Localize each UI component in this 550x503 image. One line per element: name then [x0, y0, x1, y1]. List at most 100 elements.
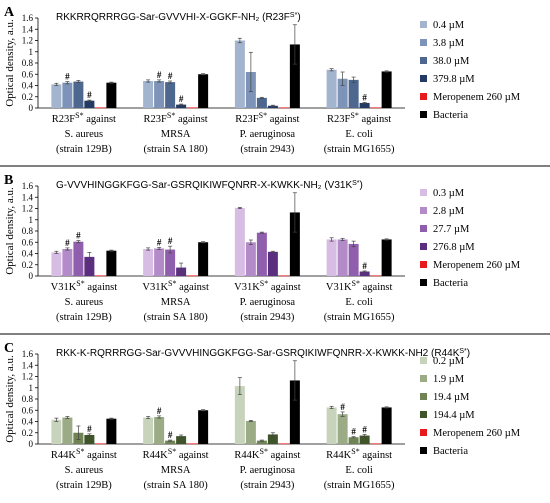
bar	[359, 435, 370, 444]
bar	[106, 418, 117, 444]
y-tick-label: 1.2	[22, 204, 33, 214]
bar	[62, 82, 73, 108]
y-axis-label: Optical density, a.u.	[4, 19, 16, 107]
legend-label: 3.8 µM	[433, 38, 465, 49]
category-label: S. aureus	[65, 297, 104, 308]
bar	[359, 271, 370, 276]
bar	[381, 407, 392, 444]
legend-label: 276.8 µM	[433, 242, 475, 253]
superscript: S*	[350, 111, 358, 120]
category-label: (strain MG1655)	[324, 480, 395, 491]
legend-label: 0.2 µM	[433, 356, 465, 367]
significance-marker: #	[362, 92, 367, 102]
legend-swatch	[420, 207, 427, 214]
legend-label: Meropenem 260 µM	[433, 428, 521, 439]
y-axis-label: Optical density, a.u.	[4, 355, 16, 443]
legend-swatch	[420, 411, 427, 418]
y-tick-label: 0.8	[22, 226, 34, 236]
bar	[143, 249, 154, 276]
category-label: P. aeruginosa	[240, 129, 296, 140]
significance-marker: #	[76, 231, 81, 241]
category-label: (strain MG1655)	[324, 144, 395, 155]
significance-marker: #	[168, 430, 173, 440]
category-label: R44KS* against	[234, 447, 300, 462]
bar	[51, 252, 62, 276]
category-label: R23FS* against	[327, 111, 391, 126]
bar	[165, 440, 176, 444]
bar	[176, 104, 187, 108]
bar	[84, 100, 95, 108]
chart-title: RKKRRQRRRGG-Sar-GVVVHI-X-GGKF-NH₂ (R23FS…	[56, 12, 301, 24]
significance-marker: #	[157, 237, 162, 247]
bar	[187, 275, 198, 277]
bar	[51, 419, 62, 444]
bar	[245, 242, 256, 276]
superscript: S*	[260, 447, 268, 456]
y-tick-label: 1	[29, 383, 34, 393]
category-label: MRSA	[161, 297, 191, 308]
y-tick-label: 0.2	[22, 428, 33, 438]
y-tick-label: 1.4	[22, 24, 34, 34]
superscript: S*	[168, 279, 176, 288]
significance-marker: #	[65, 72, 70, 82]
category-label: (strain SA 180)	[144, 480, 209, 491]
legend-label: 2.8 µM	[433, 206, 465, 217]
category-label: (strain 2943)	[240, 480, 294, 491]
legend-label: 27.7 µM	[433, 224, 470, 235]
bar	[370, 275, 381, 277]
superscript: S*	[168, 447, 176, 456]
legend-swatch	[420, 375, 427, 382]
category-label: R44KS* against	[143, 447, 209, 462]
legend-label: 194.4 µM	[433, 410, 475, 421]
legend-swatch	[420, 39, 427, 46]
significance-marker: #	[168, 71, 173, 81]
legend-label: 0.4 µM	[433, 20, 465, 31]
category-label: E. coli	[345, 129, 372, 140]
category-label: R44KS* against	[326, 447, 392, 462]
bar	[289, 212, 300, 276]
panel-b: B G-VVVHINGGKFGG-Sar-GSRQIKIWFQNRR-X-KWKK…	[0, 173, 550, 335]
significance-marker: #	[351, 427, 356, 437]
significance-marker: #	[87, 90, 92, 100]
y-tick-label: 0.4	[22, 417, 34, 427]
category-label: P. aeruginosa	[240, 465, 296, 476]
legend-swatch	[420, 93, 427, 100]
legend-swatch	[420, 261, 427, 268]
bar	[337, 414, 348, 444]
superscript: S*	[290, 12, 298, 19]
bar	[278, 275, 289, 277]
legend-label: Bacteria	[433, 446, 468, 457]
bar	[73, 81, 84, 108]
bar	[267, 105, 278, 108]
bar	[73, 241, 84, 276]
panel-letter: C	[4, 341, 14, 356]
legend-swatch	[420, 393, 427, 400]
legend-swatch	[420, 429, 427, 436]
superscript: S*	[76, 447, 84, 456]
bar	[62, 417, 73, 444]
bar	[289, 380, 300, 444]
bar	[337, 239, 348, 276]
legend-swatch	[420, 189, 427, 196]
legend-label: 38.0 µM	[433, 56, 470, 67]
y-tick-label: 1	[29, 215, 34, 225]
bar	[326, 69, 337, 108]
bar	[256, 440, 267, 444]
significance-marker: #	[157, 406, 162, 416]
legend-label: 1.9 µM	[433, 374, 465, 385]
category-label: S. aureus	[65, 465, 104, 476]
category-label: S. aureus	[65, 129, 104, 140]
y-tick-label: 1.6	[22, 13, 34, 23]
category-label: R23FS* against	[144, 111, 208, 126]
y-tick-label: 0	[29, 271, 34, 281]
bar	[187, 443, 198, 445]
legend-swatch	[420, 57, 427, 64]
bar	[245, 420, 256, 444]
bar	[198, 410, 209, 444]
y-tick-label: 0.2	[22, 260, 33, 270]
y-tick-label: 0.8	[22, 394, 34, 404]
legend-swatch	[420, 243, 427, 250]
legend-label: Bacteria	[433, 110, 468, 121]
bar	[289, 44, 300, 108]
legend-swatch	[420, 225, 427, 232]
